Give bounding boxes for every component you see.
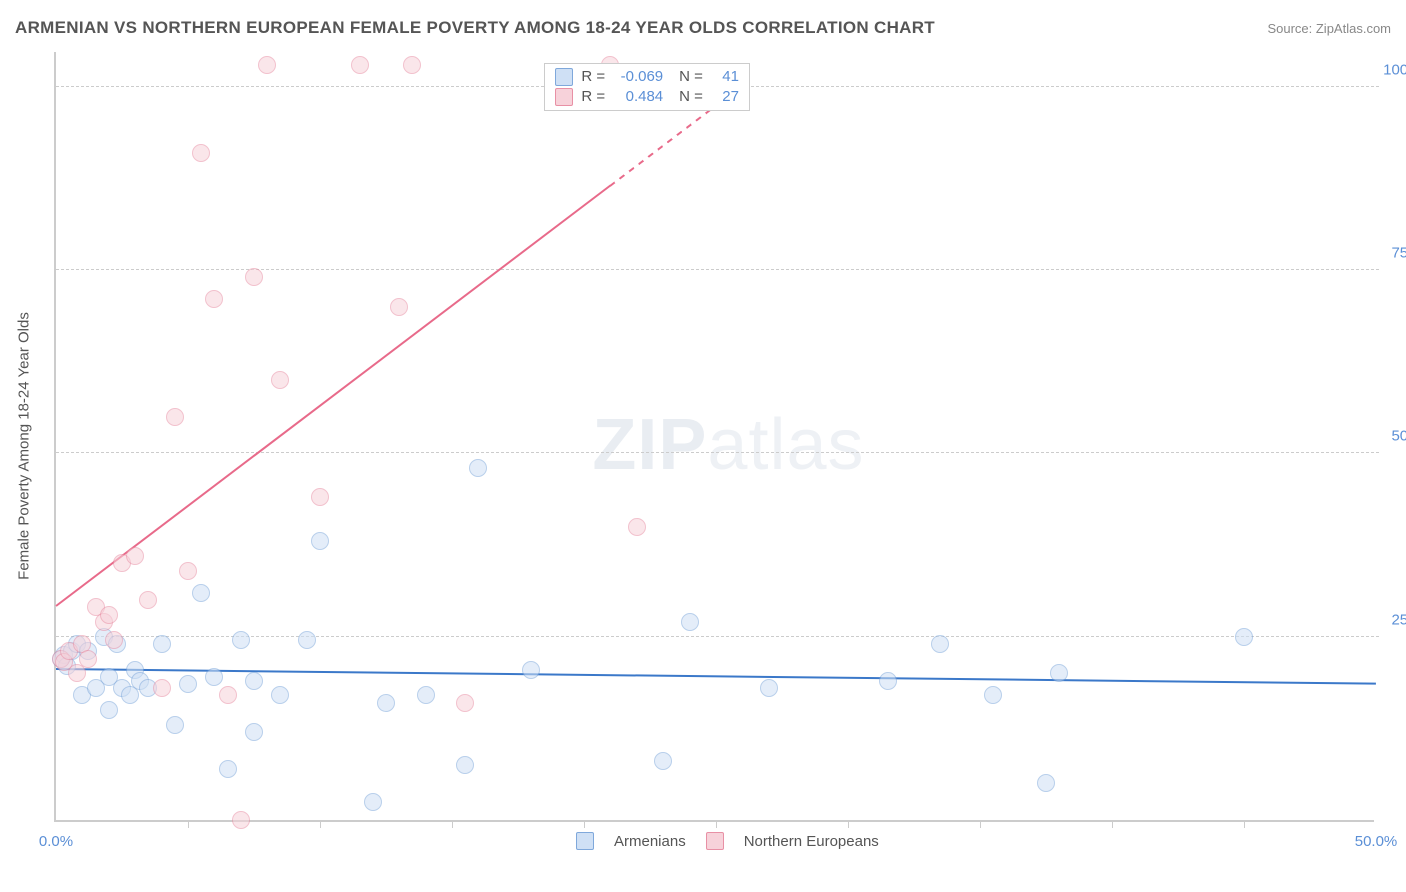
y-axis-title: Female Poverty Among 18-24 Year Olds	[16, 312, 33, 580]
legend-swatch	[555, 88, 573, 106]
legend-label: Northern Europeans	[744, 833, 879, 850]
data-point	[377, 694, 395, 712]
data-point	[351, 56, 369, 74]
r-value: 0.484	[611, 88, 663, 105]
data-point	[469, 459, 487, 477]
r-label: R =	[581, 88, 605, 105]
data-point	[298, 631, 316, 649]
data-point	[205, 290, 223, 308]
data-point	[245, 268, 263, 286]
n-value: 41	[709, 68, 739, 85]
data-point	[984, 686, 1002, 704]
r-label: R =	[581, 68, 605, 85]
data-point	[245, 672, 263, 690]
data-point	[654, 752, 672, 770]
data-point	[311, 532, 329, 550]
x-tick	[188, 820, 189, 828]
data-point	[232, 631, 250, 649]
x-tick	[452, 820, 453, 828]
trend-line	[55, 185, 611, 607]
data-point	[166, 716, 184, 734]
n-label: N =	[679, 88, 703, 105]
data-point	[192, 584, 210, 602]
legend-swatch	[555, 68, 573, 86]
x-tick	[980, 820, 981, 828]
y-tick-label: 50.0%	[1391, 428, 1406, 445]
r-value: -0.069	[611, 68, 663, 85]
legend-swatch	[576, 832, 594, 850]
y-tick-label: 75.0%	[1391, 245, 1406, 262]
data-point	[205, 668, 223, 686]
data-point	[219, 760, 237, 778]
data-point	[456, 694, 474, 712]
title-bar: ARMENIAN VS NORTHERN EUROPEAN FEMALE POV…	[15, 18, 1391, 38]
data-point	[311, 488, 329, 506]
data-point	[271, 371, 289, 389]
data-point	[100, 606, 118, 624]
n-label: N =	[679, 68, 703, 85]
data-point	[258, 56, 276, 74]
x-tick	[1244, 820, 1245, 828]
data-point	[879, 672, 897, 690]
data-point	[1235, 628, 1253, 646]
data-point	[760, 679, 778, 697]
n-value: 27	[709, 88, 739, 105]
y-tick-label: 100.0%	[1383, 61, 1406, 78]
x-tick	[320, 820, 321, 828]
stats-row: R = -0.069 N = 41	[555, 68, 739, 86]
x-tick	[716, 820, 717, 828]
data-point	[271, 686, 289, 704]
x-tick-label: 50.0%	[1355, 833, 1398, 850]
x-tick	[584, 820, 585, 828]
data-point	[390, 298, 408, 316]
data-point	[192, 144, 210, 162]
data-point	[79, 650, 97, 668]
data-point	[219, 686, 237, 704]
y-tick-label: 25.0%	[1391, 611, 1406, 628]
data-point	[628, 518, 646, 536]
data-point	[931, 635, 949, 653]
data-point	[245, 723, 263, 741]
source-label: Source: ZipAtlas.com	[1267, 21, 1391, 36]
x-tick	[848, 820, 849, 828]
data-point	[681, 613, 699, 631]
data-point	[403, 56, 421, 74]
series-legend: Armenians Northern Europeans	[576, 832, 879, 850]
data-point	[153, 679, 171, 697]
gridline	[56, 636, 1379, 637]
data-point	[179, 562, 197, 580]
data-point	[364, 793, 382, 811]
data-point	[105, 631, 123, 649]
legend-swatch	[706, 832, 724, 850]
x-tick	[1112, 820, 1113, 828]
data-point	[232, 811, 250, 829]
stats-legend: R = -0.069 N = 41 R = 0.484 N = 27	[544, 63, 750, 111]
scatter-plot: ZIPatlas25.0%50.0%75.0%100.0%0.0%50.0%R …	[54, 52, 1374, 822]
data-point	[1050, 664, 1068, 682]
watermark: ZIPatlas	[592, 404, 864, 486]
data-point	[126, 547, 144, 565]
stats-row: R = 0.484 N = 27	[555, 88, 739, 106]
legend-label: Armenians	[614, 833, 686, 850]
x-tick-label: 0.0%	[39, 833, 73, 850]
data-point	[100, 701, 118, 719]
data-point	[417, 686, 435, 704]
data-point	[456, 756, 474, 774]
data-point	[166, 408, 184, 426]
chart-title: ARMENIAN VS NORTHERN EUROPEAN FEMALE POV…	[15, 18, 935, 38]
data-point	[153, 635, 171, 653]
data-point	[139, 591, 157, 609]
data-point	[1037, 774, 1055, 792]
data-point	[522, 661, 540, 679]
data-point	[179, 675, 197, 693]
